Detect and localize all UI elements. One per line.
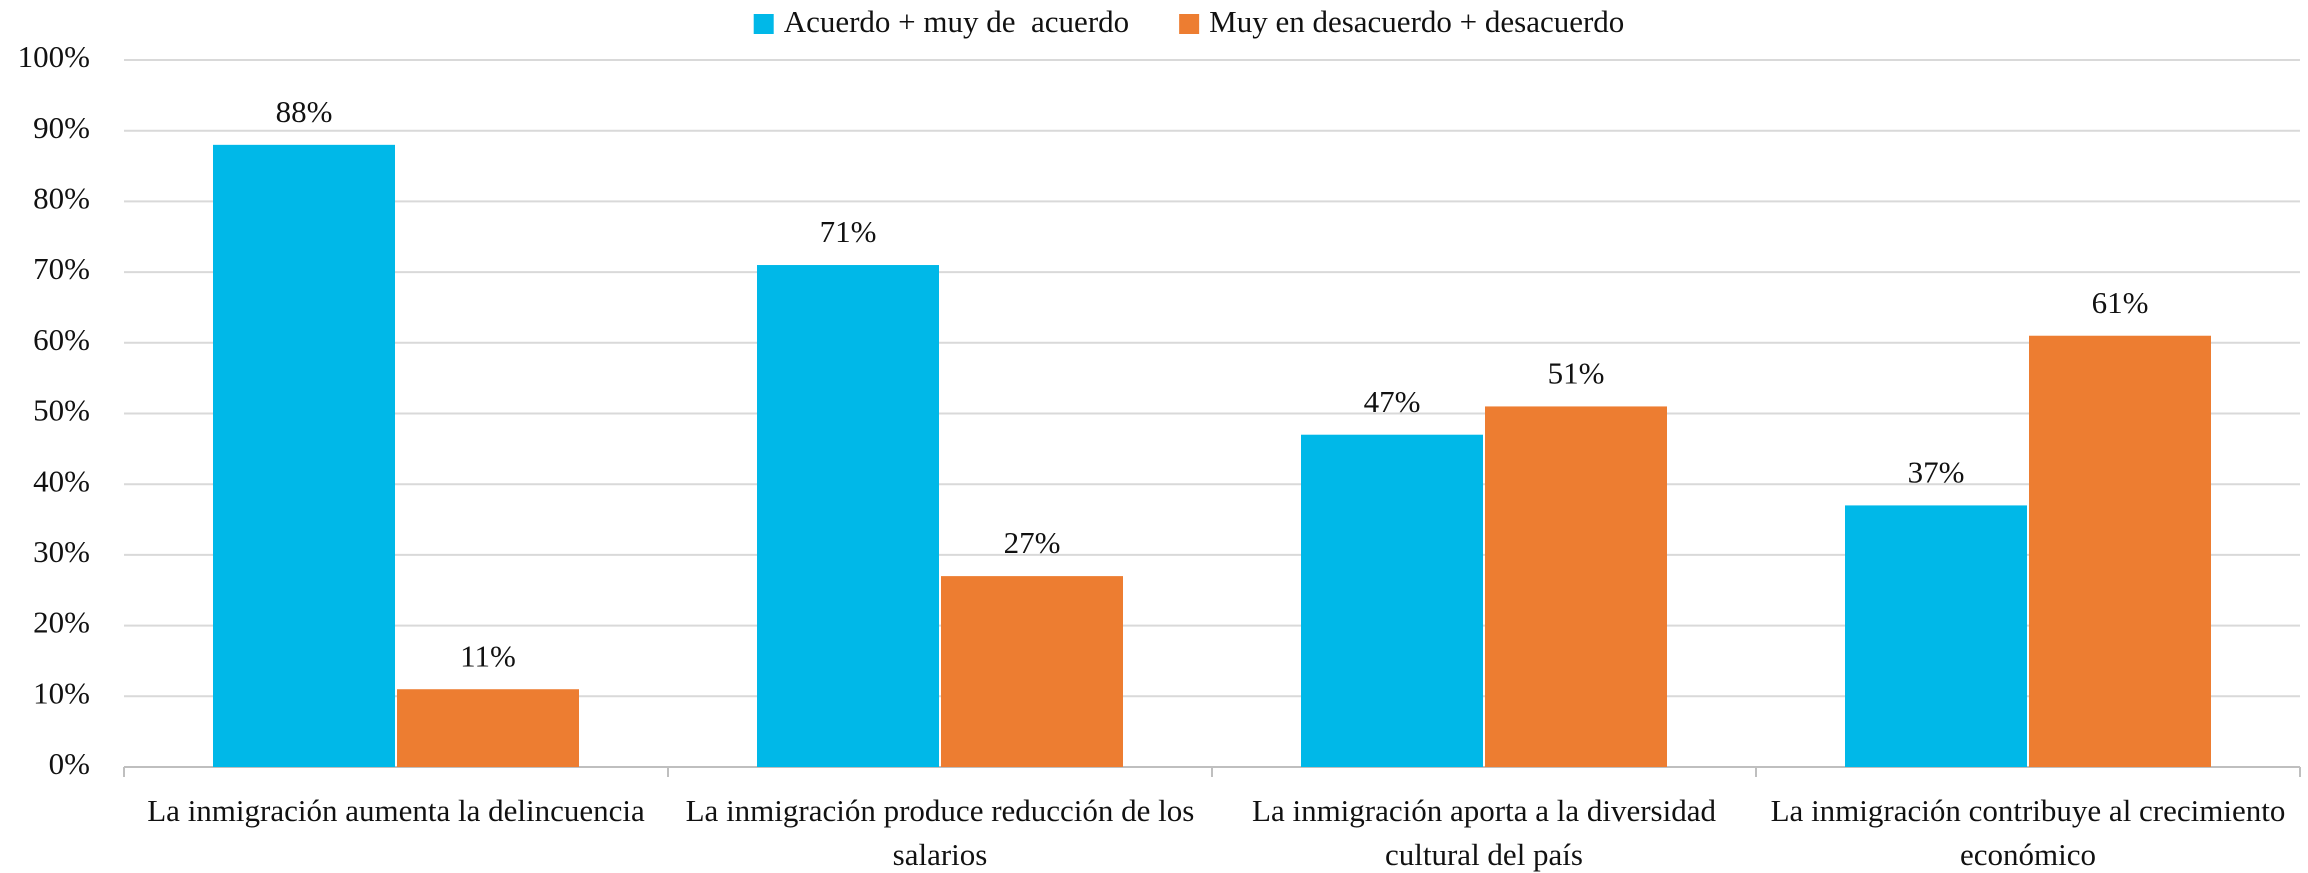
y-tick-label: 0% [49,746,90,781]
y-tick-label: 40% [33,463,90,498]
x-tick-label: La inmigración aumenta la delincuencia [147,793,645,828]
data-label: 27% [1004,525,1061,560]
data-label: 61% [2092,285,2149,320]
y-tick-label: 50% [33,393,90,428]
bar [213,144,395,768]
legend-swatch [753,14,774,34]
data-label: 88% [276,94,333,129]
x-tick-label-box: La inmigración aumenta la delincuencia [147,793,645,828]
bar [1301,434,1483,767]
bar [757,265,939,767]
bar [1485,406,1667,767]
x-tick-label: La inmigración contribuye al crecimiento… [1770,793,2286,872]
bar [1845,505,2027,767]
x-tick-label-box: La inmigración produce reducción de los … [685,793,1195,872]
x-tick-label: La inmigración produce reducción de los … [685,793,1195,872]
y-tick-label: 30% [33,534,90,569]
y-tick-label: 20% [33,605,90,640]
bar [2029,335,2211,767]
data-label: 37% [1908,455,1965,490]
data-label: 47% [1364,384,1421,419]
y-tick-label: 70% [33,251,90,286]
data-label: 71% [820,214,877,249]
data-label: 11% [460,638,516,673]
y-tick-label: 10% [33,675,90,710]
y-tick-label: 100% [18,39,90,74]
x-tick-label: La inmigración aporta a la diversidad cu… [1252,793,1716,872]
legend-swatch [1179,14,1200,34]
bar [397,689,579,767]
y-tick-label: 60% [33,322,90,357]
bar [941,576,1123,767]
x-tick-label-box: La inmigración contribuye al crecimiento… [1770,793,2286,872]
y-tick-label: 90% [33,110,90,145]
legend-label: Acuerdo + muy de acuerdo [784,4,1129,39]
legend: Acuerdo + muy de acuerdo Muy en desacuerd… [753,4,1624,39]
x-tick-label-box: La inmigración aporta a la diversidad cu… [1252,793,1716,872]
data-label: 51% [1548,356,1605,391]
legend-label: Muy en desacuerdo + desacuerdo [1209,4,1624,39]
y-tick-label: 80% [33,181,90,216]
